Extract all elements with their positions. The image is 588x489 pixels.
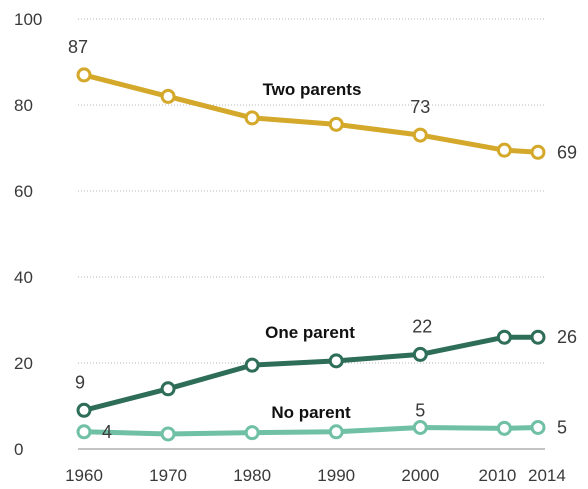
y-tick-label: 20 — [14, 354, 33, 373]
data-point — [530, 144, 546, 160]
y-tick-label: 100 — [14, 10, 42, 29]
x-tick-label: 2010 — [479, 466, 517, 485]
data-point — [76, 402, 92, 418]
x-tick-label: 2000 — [401, 466, 439, 485]
y-tick-label: 40 — [14, 268, 33, 287]
x-tick-label: 1970 — [149, 466, 187, 485]
x-tick-label: 1960 — [65, 466, 103, 485]
data-point — [328, 424, 344, 440]
data-label: 9 — [75, 372, 85, 392]
data-label: 26 — [557, 327, 577, 347]
x-axis-tick-labels: 1960 1970 1980 1990 2000 2010 2014 — [65, 466, 566, 485]
gridlines — [78, 18, 545, 450]
series-name-label: No parent — [271, 403, 351, 422]
data-point — [160, 88, 176, 104]
data-point — [496, 329, 512, 345]
data-point — [160, 381, 176, 397]
data-point — [76, 67, 92, 83]
data-label: 22 — [412, 316, 432, 336]
data-point — [244, 357, 260, 373]
series-one-parent: 9 22 26 One parent — [75, 316, 577, 418]
data-label: 5 — [415, 401, 425, 421]
data-point — [530, 329, 546, 345]
y-tick-label: 60 — [14, 182, 33, 201]
x-tick-label: 1990 — [317, 466, 355, 485]
series-two-parents: 87 73 69 Two parents — [68, 37, 577, 162]
series-name-label: Two parents — [263, 80, 362, 99]
data-point — [530, 420, 546, 435]
data-point — [76, 424, 92, 440]
x-tick-label: 2014 — [528, 466, 566, 485]
series-name-label: One parent — [265, 323, 355, 342]
data-point — [244, 110, 260, 126]
series-group: 87 73 69 Two parents 9 22 26 One parent 4 5 5 No pa… — [68, 37, 577, 442]
data-point — [496, 142, 512, 158]
data-point — [412, 127, 428, 143]
y-axis-tick-labels: 0 20 40 60 80 100 — [14, 10, 42, 459]
data-point — [328, 116, 344, 132]
data-point — [244, 425, 260, 441]
data-point — [160, 426, 176, 442]
data-point — [412, 420, 428, 435]
data-point — [412, 346, 428, 362]
series-line — [81, 425, 541, 437]
y-tick-label: 0 — [14, 440, 23, 459]
y-tick-label: 80 — [14, 96, 33, 115]
series-no-parent: 4 5 5 No parent — [76, 401, 567, 442]
data-label: 5 — [557, 418, 567, 438]
data-label: 73 — [410, 97, 430, 117]
data-label: 4 — [102, 422, 112, 442]
data-point — [496, 420, 512, 436]
data-label: 69 — [557, 142, 577, 162]
data-label: 87 — [68, 37, 88, 57]
x-tick-label: 1980 — [233, 466, 271, 485]
data-point — [328, 353, 344, 369]
series-line — [81, 334, 541, 413]
